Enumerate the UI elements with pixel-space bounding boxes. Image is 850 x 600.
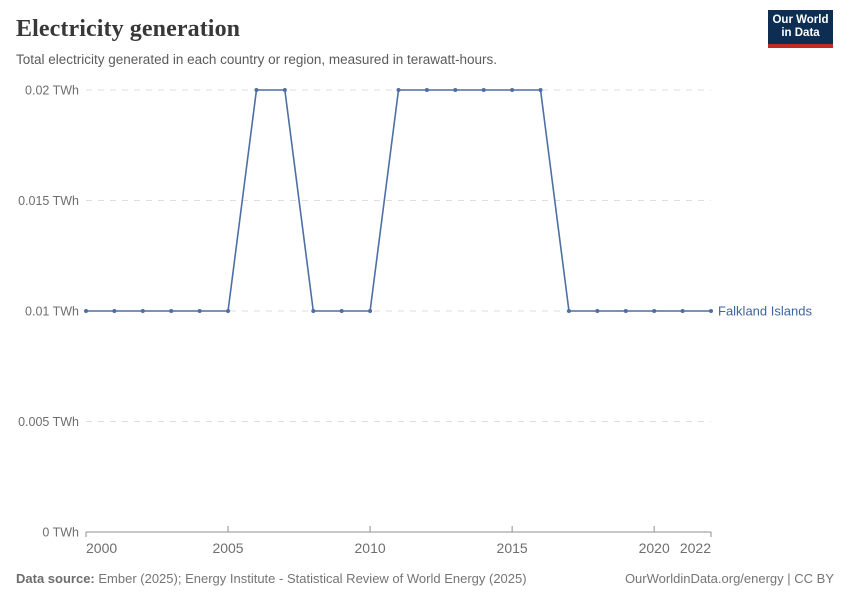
series-point-2010[interactable] (368, 309, 373, 313)
series-point-2018[interactable] (595, 309, 600, 313)
series-point-2006[interactable] (254, 88, 259, 92)
series-point-2019[interactable] (623, 309, 628, 313)
series-point-2001[interactable] (112, 309, 117, 313)
data-source-note: Data source: Ember (2025); Energy Instit… (16, 571, 527, 586)
series-point-2016[interactable] (538, 88, 543, 92)
data-source-label: Data source: (16, 571, 95, 586)
x-axis-label-2022: 2022 (680, 540, 711, 556)
series-point-2012[interactable] (424, 88, 429, 92)
y-axis-label-0.005: 0.005 TWh (18, 415, 79, 429)
series-point-2003[interactable] (169, 309, 174, 313)
series-point-2007[interactable] (282, 88, 287, 92)
x-axis-label-2010: 2010 (355, 540, 386, 556)
y-axis-label-0.02: 0.02 TWh (25, 84, 79, 98)
x-axis-label-2020: 2020 (639, 540, 670, 556)
series-point-2008[interactable] (311, 309, 316, 313)
series-point-2022[interactable] (709, 309, 713, 313)
series-point-2009[interactable] (339, 309, 344, 313)
series-label-falkland-islands[interactable]: Falkland Islands (718, 304, 812, 319)
chart-footer: Data source: Ember (2025); Energy Instit… (16, 571, 834, 586)
x-axis-label-2015: 2015 (497, 540, 528, 556)
series-point-2015[interactable] (510, 88, 515, 92)
series-point-2014[interactable] (481, 88, 486, 92)
series-point-2004[interactable] (197, 309, 202, 313)
owid-logo-line1: Our World (772, 14, 829, 26)
x-axis-label-2000: 2000 (86, 540, 117, 556)
page-subtitle: Total electricity generated in each coun… (16, 52, 497, 67)
series-point-2002[interactable] (140, 309, 145, 313)
owid-logo[interactable]: Our World in Data (768, 10, 833, 48)
page-title: Electricity generation (16, 16, 241, 42)
data-source-text: Ember (2025); Energy Institute - Statist… (94, 571, 527, 586)
y-axis-label-0.015: 0.015 TWh (18, 194, 79, 208)
series-point-2013[interactable] (453, 88, 458, 92)
series-point-2011[interactable] (396, 88, 401, 92)
series-point-2005[interactable] (226, 309, 231, 313)
owid-logo-line2: in Data (781, 27, 820, 39)
y-axis-label-0.01: 0.01 TWh (25, 305, 79, 319)
series-point-2020[interactable] (652, 309, 657, 313)
y-axis-label-0: 0 TWh (42, 526, 79, 540)
owid-citation-link[interactable]: OurWorldinData.org/energy | CC BY (624, 571, 834, 586)
series-point-2021[interactable] (680, 309, 685, 313)
x-axis-label-2005: 2005 (212, 540, 243, 556)
series-point-2000[interactable] (84, 309, 88, 313)
series-point-2017[interactable] (566, 309, 571, 313)
